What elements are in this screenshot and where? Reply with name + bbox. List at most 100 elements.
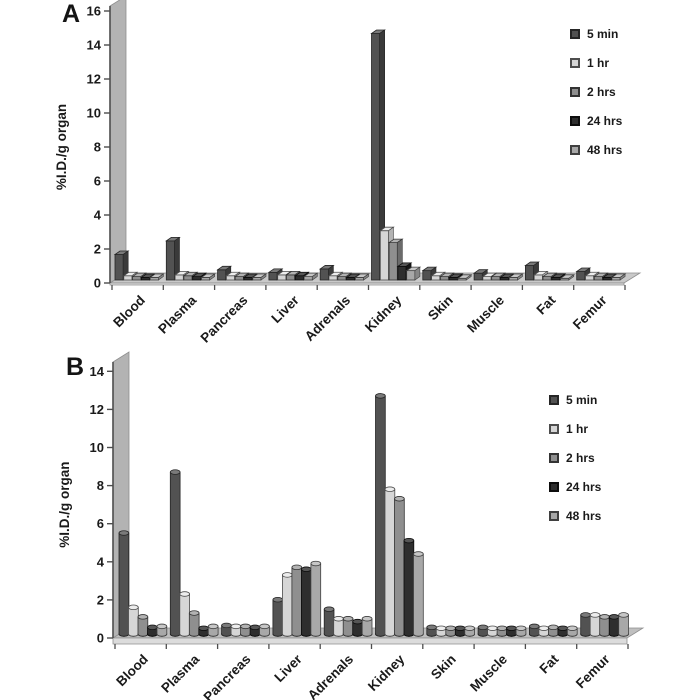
cylinder-top — [188, 610, 200, 616]
cylinder-bottom-arc — [515, 633, 527, 637]
legend-swatch-icon — [570, 86, 580, 97]
cylinder-top — [599, 614, 610, 620]
bar — [198, 625, 210, 637]
bar-side — [311, 272, 318, 281]
cylinder-top — [291, 564, 303, 571]
cylinder-body — [548, 627, 559, 634]
cylinder-body — [179, 593, 190, 634]
bar-front — [174, 274, 184, 281]
bar-side — [260, 273, 267, 281]
bar-front — [525, 265, 535, 281]
bar — [589, 612, 601, 637]
bar — [599, 614, 610, 637]
cylinder-body — [231, 626, 241, 634]
bar-side — [517, 273, 523, 281]
cylinder-top — [384, 486, 396, 492]
bar — [384, 486, 396, 637]
panel-b: B 0 2 4 6 8 10 12 14 Blood Plasma Pancreas Liver Adr… — [0, 350, 700, 700]
cylinder-body — [516, 628, 526, 634]
cylinder-bottom-arc — [567, 633, 578, 637]
y-tick-label: 10 — [90, 440, 104, 455]
bar — [249, 624, 261, 637]
cylinder-body — [567, 628, 578, 634]
bar-front — [473, 272, 483, 281]
cylinder-bottom-arc — [207, 633, 219, 637]
cylinder-bottom-arc — [259, 633, 270, 637]
legend-swatch-icon — [549, 481, 559, 492]
bar-front — [192, 276, 202, 281]
bar-front — [388, 242, 398, 281]
bar — [515, 625, 527, 637]
legend-label: 24 hrs — [566, 479, 602, 494]
cylinder-body — [464, 628, 475, 634]
cylinder-body — [198, 628, 209, 634]
bar — [557, 625, 569, 637]
cylinder-bottom-arc — [310, 633, 322, 637]
cylinder-top — [547, 624, 559, 631]
y-tick-label: 12 — [87, 72, 101, 87]
bar — [487, 625, 498, 637]
cylinder-top — [454, 625, 466, 631]
bar-front — [114, 254, 124, 281]
bar — [610, 273, 627, 281]
category-label: Blood — [113, 652, 151, 690]
bar-front — [183, 275, 193, 281]
cylinder-body — [310, 563, 321, 634]
legend-label: 2 hrs — [587, 84, 616, 99]
cylinder-body — [128, 607, 139, 634]
cylinder-top — [128, 604, 139, 611]
cylinder-body — [599, 616, 610, 634]
legend-swatch-icon — [570, 115, 580, 126]
cylinder-top — [259, 623, 270, 630]
cylinder-body — [436, 628, 447, 634]
cylinder-top — [272, 597, 284, 603]
cylinder-top — [496, 625, 508, 631]
bar-side — [465, 274, 472, 281]
bar-front — [397, 265, 407, 281]
bar — [342, 616, 354, 637]
cylinder-top — [515, 625, 527, 631]
cylinder-top — [557, 625, 569, 631]
cylinder-body — [445, 628, 456, 634]
bar — [128, 604, 139, 637]
cylinder-top — [221, 622, 232, 629]
cylinder-top — [352, 618, 363, 625]
cylinder-body — [506, 628, 517, 634]
cylinder-top — [413, 551, 424, 557]
cylinder-body — [282, 574, 293, 634]
bar — [240, 623, 251, 637]
panel-b-label: B — [66, 353, 85, 381]
bar — [528, 623, 540, 637]
legend-item-48hrs: 48 hrs — [570, 143, 622, 157]
legend-swatch-icon — [549, 394, 559, 405]
bar — [281, 572, 293, 637]
bar — [137, 614, 149, 637]
bar — [200, 273, 216, 281]
bar — [118, 530, 130, 637]
cylinder-body — [119, 533, 129, 634]
y-tick-label: 8 — [94, 140, 101, 155]
cylinder-body — [404, 540, 414, 634]
bar-front — [422, 270, 432, 281]
cylinder-body — [343, 618, 353, 634]
cylinder-body — [170, 472, 181, 634]
cylinder-body — [538, 628, 549, 634]
bar — [566, 625, 578, 637]
cylinder-body — [189, 613, 200, 634]
bar-front — [431, 275, 441, 281]
y-tick-label: 2 — [94, 242, 101, 257]
cylinder-top — [566, 625, 578, 631]
cylinder-body — [478, 627, 488, 634]
cylinder-body — [590, 614, 600, 634]
y-tick-label: 2 — [97, 592, 104, 607]
legend-swatch-icon — [570, 57, 580, 68]
cylinder-bottom-arc — [361, 633, 373, 637]
cylinder-body — [147, 627, 158, 634]
legend-item-1hr: 1 hr — [570, 56, 622, 70]
bar-front — [593, 276, 603, 281]
cylinder-top — [118, 530, 130, 536]
legend-swatch-icon — [570, 144, 580, 155]
bar — [352, 618, 363, 637]
cylinder-body — [609, 616, 619, 634]
bar — [454, 625, 466, 637]
